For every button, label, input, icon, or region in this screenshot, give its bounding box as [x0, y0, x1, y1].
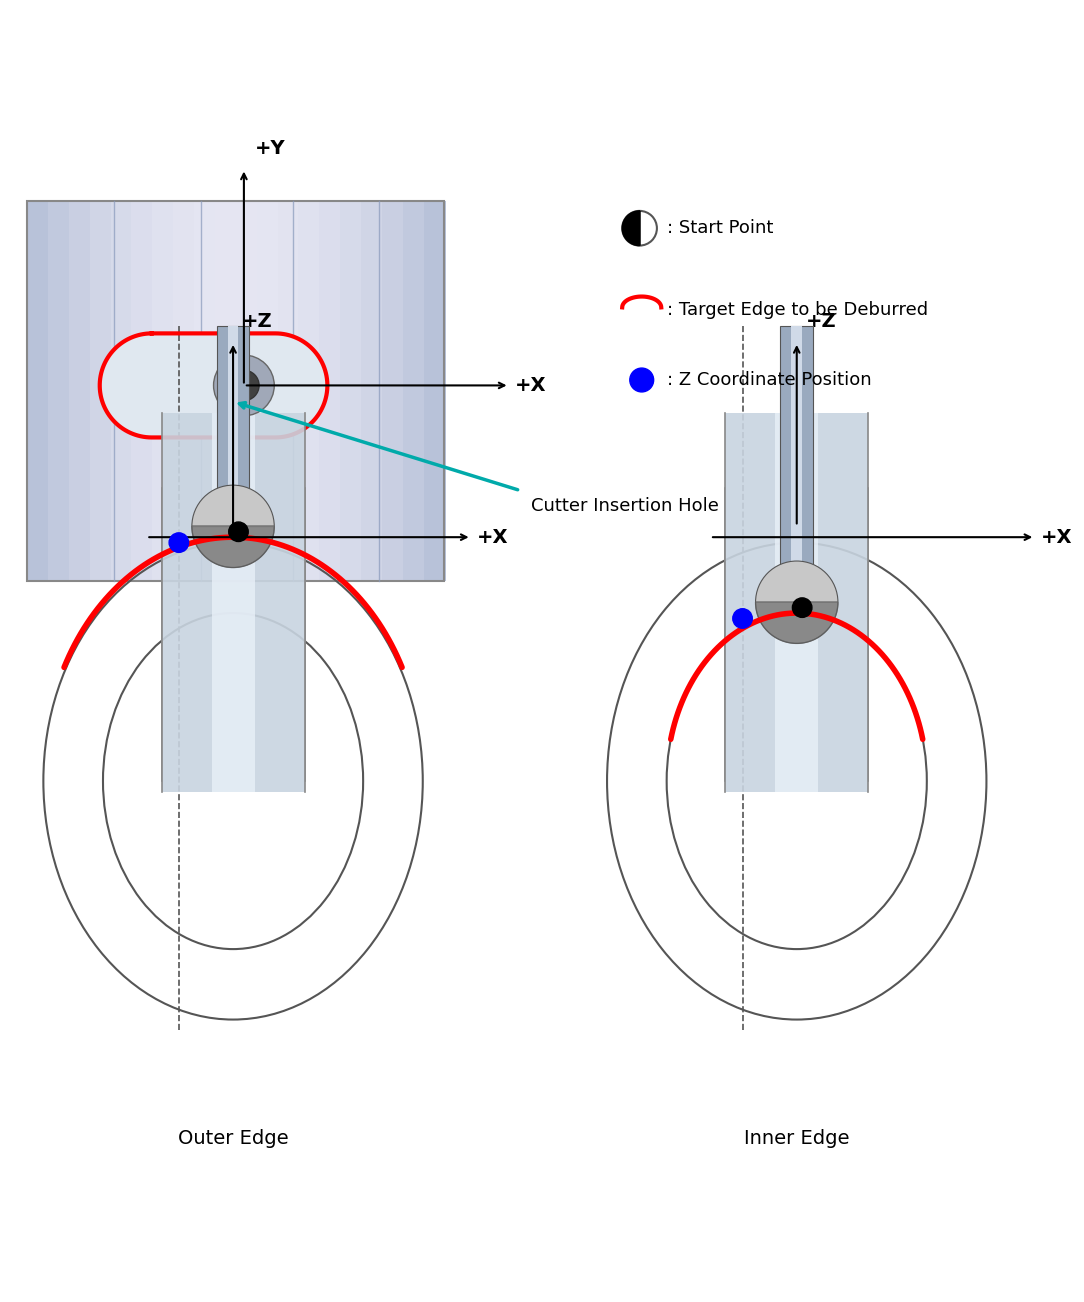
- Bar: [131, 201, 153, 581]
- Polygon shape: [775, 413, 818, 792]
- Bar: [90, 201, 112, 581]
- Text: +Z: +Z: [242, 312, 272, 331]
- Text: +Z: +Z: [805, 312, 836, 331]
- Bar: [298, 201, 320, 581]
- Ellipse shape: [630, 368, 654, 392]
- Bar: [152, 201, 175, 581]
- Ellipse shape: [229, 522, 248, 542]
- Bar: [111, 201, 132, 581]
- Bar: [48, 201, 69, 581]
- Text: +Y: +Y: [255, 139, 285, 158]
- Bar: [361, 201, 383, 581]
- Text: +X: +X: [515, 376, 546, 395]
- Bar: [278, 201, 299, 581]
- Polygon shape: [725, 413, 868, 792]
- Bar: [194, 201, 216, 581]
- Text: +X: +X: [1041, 527, 1072, 547]
- Bar: [319, 201, 341, 581]
- Ellipse shape: [733, 609, 752, 629]
- Text: : Start Point: : Start Point: [667, 219, 773, 237]
- Polygon shape: [217, 326, 249, 514]
- Polygon shape: [791, 326, 802, 590]
- Text: : Z Coordinate Position: : Z Coordinate Position: [667, 371, 872, 389]
- Bar: [27, 201, 444, 581]
- Bar: [382, 201, 403, 581]
- Ellipse shape: [622, 211, 657, 246]
- Text: +X: +X: [477, 527, 508, 547]
- Polygon shape: [780, 326, 813, 590]
- Bar: [424, 201, 446, 581]
- Polygon shape: [228, 326, 238, 514]
- Polygon shape: [211, 413, 255, 792]
- Polygon shape: [756, 603, 838, 643]
- Bar: [215, 201, 236, 581]
- Polygon shape: [162, 413, 305, 792]
- Ellipse shape: [214, 355, 274, 415]
- Text: Cutter Insertion Hole: Cutter Insertion Hole: [531, 497, 719, 516]
- Bar: [235, 201, 258, 581]
- Bar: [402, 201, 425, 581]
- Bar: [27, 201, 49, 581]
- Bar: [173, 201, 195, 581]
- Polygon shape: [622, 211, 640, 246]
- Ellipse shape: [792, 598, 812, 617]
- Bar: [257, 201, 279, 581]
- Text: Outer Edge: Outer Edge: [178, 1129, 288, 1148]
- Polygon shape: [100, 333, 327, 437]
- Ellipse shape: [241, 383, 247, 388]
- Ellipse shape: [169, 533, 189, 552]
- Ellipse shape: [756, 561, 838, 643]
- Text: Inner Edge: Inner Edge: [744, 1129, 850, 1148]
- Text: : Target Edge to be Deburred: : Target Edge to be Deburred: [667, 301, 928, 319]
- Bar: [69, 201, 91, 581]
- Bar: [340, 201, 362, 581]
- Ellipse shape: [229, 370, 259, 401]
- Ellipse shape: [192, 486, 274, 568]
- Polygon shape: [192, 526, 274, 568]
